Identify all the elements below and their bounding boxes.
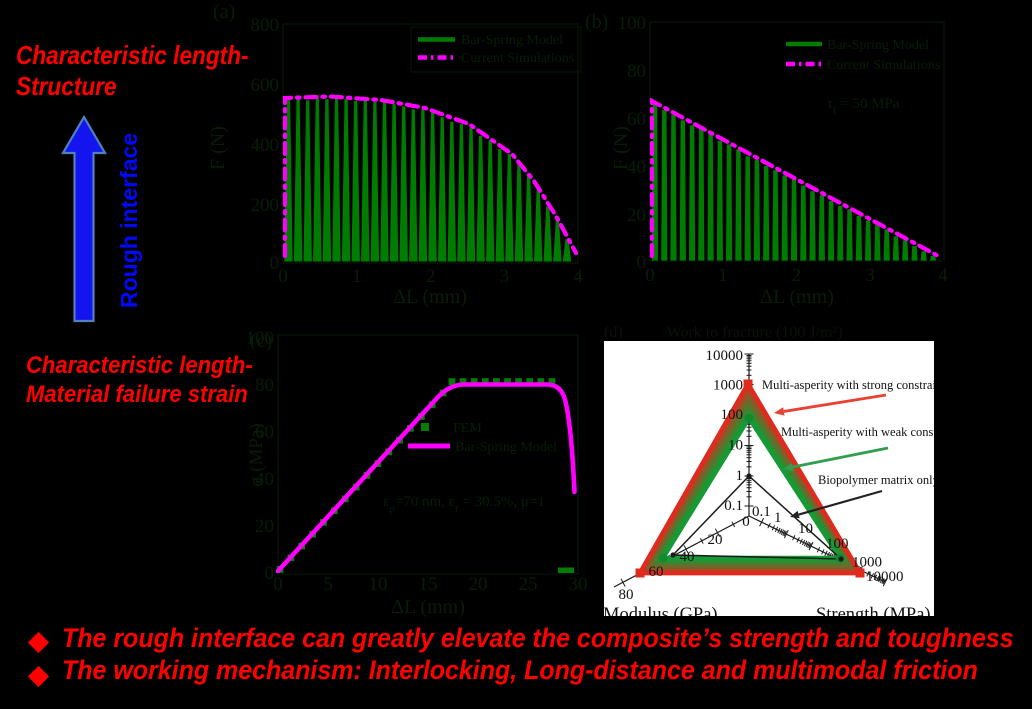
svg-text:Bar-Spring Model: Bar-Spring Model [455,440,557,455]
svg-text:Modulus (GPa): Modulus (GPa) [604,605,718,616]
svg-text:1000: 1000 [852,555,882,571]
svg-text:80: 80 [619,587,634,603]
svg-text:1000: 1000 [713,378,743,394]
svg-text:FEM: FEM [453,421,482,436]
svg-text:40: 40 [680,549,695,565]
svg-text:80: 80 [627,61,646,82]
svg-text:4: 4 [573,266,583,287]
svg-text:1: 1 [718,265,728,286]
svg-text:60: 60 [627,109,646,130]
svg-text:40: 40 [627,157,646,178]
svg-text:Multi-asperity with weak const: Multi-asperity with weak constraint [781,425,934,439]
svg-text:ΔL (mm): ΔL (mm) [393,286,467,308]
svg-text:(b): (b) [585,11,608,33]
svg-text:100: 100 [826,536,849,552]
svg-text:20: 20 [627,205,646,226]
svg-text:40: 40 [255,469,274,490]
svg-text:0.1: 0.1 [752,504,771,520]
svg-text:1: 1 [352,266,362,287]
svg-text:25: 25 [519,574,538,595]
svg-text:80: 80 [255,375,274,396]
svg-text:5: 5 [323,574,333,595]
svg-text:0: 0 [742,514,750,530]
svg-text:1: 1 [774,510,782,526]
svg-text:F (N): F (N) [207,126,229,170]
svg-text:0: 0 [278,266,288,287]
svg-text:σ (MPa): σ (MPa) [246,423,267,487]
svg-text:10: 10 [728,438,743,454]
svg-text:10: 10 [798,521,813,537]
svg-text:0: 0 [645,265,655,286]
svg-text:Bar-Spring Model: Bar-Spring Model [827,38,929,53]
svg-text:ΔL (mm): ΔL (mm) [760,286,834,308]
svg-text:15: 15 [419,574,438,595]
svg-text:0: 0 [270,253,280,274]
svg-text:(c): (c) [250,330,272,352]
svg-text:2: 2 [792,265,802,286]
svg-text:4: 4 [938,265,948,286]
svg-text:10: 10 [369,574,388,595]
svg-text:100: 100 [721,407,744,423]
svg-text:10000: 10000 [706,348,744,364]
svg-text:Bar-Spring Model: Bar-Spring Model [461,33,563,48]
svg-text:Biopolymer matrix only: Biopolymer matrix only [818,473,934,487]
svg-text:20: 20 [255,516,274,537]
svg-text:Multi-asperity with strong con: Multi-asperity with strong constraint [762,378,934,392]
svg-text:1: 1 [736,468,744,484]
svg-text:εp=70 nm, εf = 30.5%, μ=1: εp=70 nm, εf = 30.5%, μ=1 [383,494,545,515]
svg-text:10000: 10000 [866,569,904,585]
svg-text:Current Simulations: Current Simulations [461,51,574,66]
svg-text:200: 200 [251,195,280,216]
svg-text:Current Simulations: Current Simulations [827,58,940,73]
svg-text:400: 400 [251,135,280,156]
svg-text:20: 20 [708,532,723,548]
svg-text:600: 600 [251,75,280,96]
svg-text:3: 3 [865,265,875,286]
svg-text:0: 0 [265,563,275,584]
svg-text:20: 20 [469,574,488,595]
svg-text:0.1: 0.1 [724,498,743,514]
svg-text:100: 100 [618,13,647,34]
svg-text:Strength (MPa): Strength (MPa) [816,605,931,616]
svg-text:F (N): F (N) [610,126,632,170]
svg-text:60: 60 [649,564,664,580]
svg-text:2: 2 [426,266,436,287]
svg-text:3: 3 [500,266,510,287]
svg-text:30: 30 [569,574,588,595]
svg-text:100: 100 [246,328,275,349]
svg-text:800: 800 [251,15,280,36]
svg-text:ΔL (mm): ΔL (mm) [391,596,465,618]
svg-text:0: 0 [273,574,283,595]
svg-text:0: 0 [637,252,647,273]
svg-text:(a): (a) [213,1,235,23]
svg-text:τf = 50 MPa: τf = 50 MPa [827,96,900,117]
svg-text:60: 60 [255,422,274,443]
